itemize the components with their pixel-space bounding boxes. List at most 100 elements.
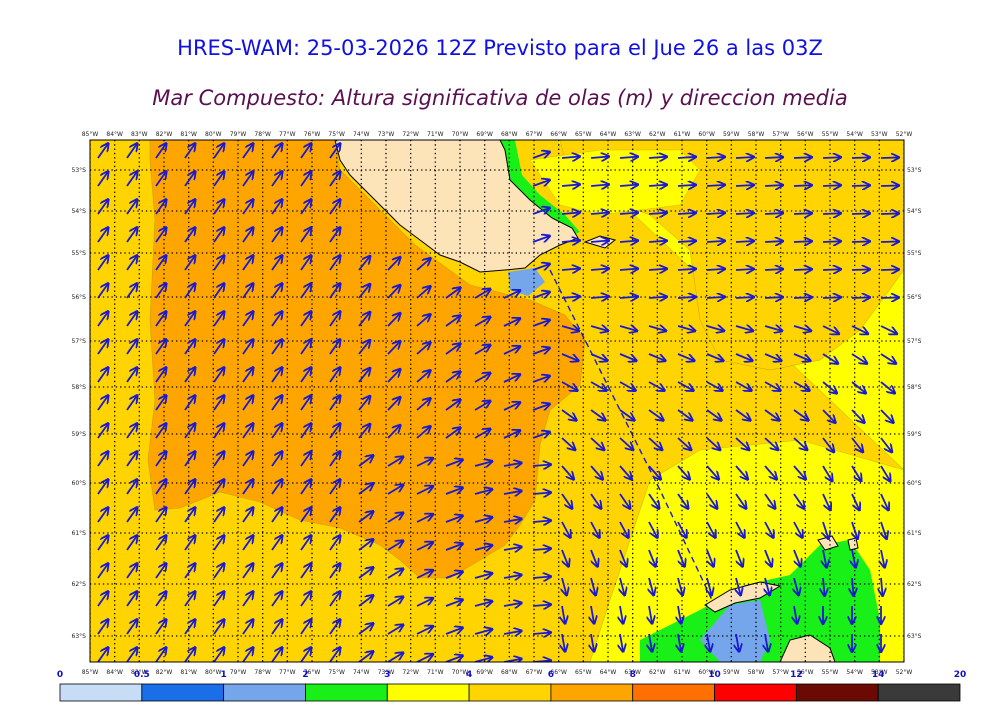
wave-direction-arrow — [184, 647, 195, 662]
wave-direction-arrow — [126, 535, 137, 551]
wave-direction-arrow — [416, 570, 433, 579]
lat-label: 62°S — [72, 581, 87, 588]
wave-direction-arrow — [648, 493, 659, 509]
wave-direction-arrow — [561, 184, 580, 186]
wave-direction-arrow — [184, 619, 195, 635]
latitude-labels-left: 53°S 54°S 55°S 56°S 57°S 58°S 59°S 60°S 61°S 62°S… — [72, 167, 87, 640]
wave-direction-arrow — [707, 577, 712, 595]
wave-direction-arrow — [880, 409, 894, 423]
wave-direction-arrow — [155, 507, 166, 523]
lat-label: 54°S — [907, 208, 922, 215]
wave-direction-arrow — [562, 633, 565, 652]
lon-label: 73°W — [378, 669, 395, 676]
wave-direction-arrow — [329, 255, 340, 271]
wave-direction-arrow — [126, 283, 137, 299]
wave-direction-arrow — [358, 368, 370, 383]
wave-direction-arrow — [242, 255, 253, 271]
wave-direction-arrow — [706, 326, 724, 331]
wave-direction-arrow — [706, 213, 725, 214]
wave-direction-arrow — [649, 577, 654, 595]
wave-direction-arrow — [503, 402, 520, 411]
wave-direction-arrow — [851, 241, 870, 242]
wave-direction-arrow — [242, 339, 253, 355]
lon-label: 64°W — [600, 669, 617, 676]
lon-label: 73°W — [378, 131, 395, 138]
wave-direction-arrow — [532, 492, 551, 494]
wave-direction-arrow — [416, 398, 431, 411]
wave-direction-arrow — [765, 577, 770, 595]
wave-direction-arrow — [619, 185, 638, 186]
wave-direction-arrow — [445, 315, 461, 327]
wave-direction-arrow — [387, 597, 403, 607]
wave-direction-arrow — [562, 605, 565, 624]
wave-direction-arrow — [358, 424, 370, 439]
colorbar-segment — [795, 683, 879, 702]
wave-direction-arrow — [184, 507, 195, 523]
lon-label: 74°W — [353, 669, 370, 676]
wave-direction-arrow — [271, 199, 282, 215]
lon-label: 79°W — [230, 669, 247, 676]
wave-direction-arrow — [300, 143, 311, 159]
wave-direction-arrow — [416, 314, 431, 327]
colorbar-tick: 1 — [221, 670, 227, 680]
wave-direction-arrow — [591, 605, 594, 624]
wave-direction-arrow — [793, 521, 803, 538]
wave-direction-arrow — [358, 256, 370, 271]
wave-direction-arrow — [387, 625, 403, 635]
colorbar-tick: 0.5 — [134, 670, 150, 680]
wave-direction-arrow — [706, 437, 720, 450]
wave-direction-arrow — [619, 493, 630, 509]
wave-direction-arrow — [619, 437, 633, 450]
wave-direction-arrow — [822, 465, 832, 481]
wave-direction-arrow — [880, 437, 892, 452]
wave-direction-arrow — [590, 521, 600, 538]
wave-direction-arrow — [358, 455, 373, 467]
wave-direction-arrow — [532, 604, 551, 606]
lon-label: 69°W — [476, 131, 493, 138]
wave-direction-arrow — [155, 479, 166, 495]
wave-direction-arrow — [678, 633, 681, 652]
lon-label: 55°W — [822, 669, 839, 676]
wave-direction-arrow — [271, 255, 282, 271]
wave-direction-arrow — [97, 535, 108, 551]
wave-direction-arrow — [300, 423, 311, 439]
wave-direction-arrow — [590, 185, 609, 186]
wave-direction-arrow — [242, 507, 253, 523]
wave-direction-arrow — [677, 241, 696, 242]
wave-direction-arrow — [677, 521, 687, 538]
wave-direction-arrow — [242, 619, 253, 635]
lat-label: 59°S — [72, 431, 87, 438]
wave-direction-arrow — [97, 507, 108, 523]
wave-direction-arrow — [793, 213, 812, 214]
wave-direction-arrow — [765, 633, 768, 652]
wave-direction-arrow — [648, 241, 667, 242]
wave-direction-arrow — [793, 549, 801, 567]
wave-direction-arrow — [852, 577, 854, 596]
wave-direction-arrow — [619, 326, 637, 331]
wave-direction-arrow — [706, 157, 725, 158]
lon-label: 78°W — [254, 669, 271, 676]
lon-label: 85°W — [82, 669, 99, 676]
field-6-8 — [147, 140, 586, 579]
wave-direction-arrow — [329, 479, 340, 495]
wave-direction-arrow — [677, 213, 696, 214]
lon-label: 60°W — [698, 131, 715, 138]
grid-lines — [90, 140, 904, 662]
wave-direction-arrow — [532, 236, 550, 242]
lat-label: 61°S — [907, 530, 922, 537]
wave-direction-arrow — [619, 549, 627, 567]
wave-direction-arrow — [271, 563, 282, 579]
wave-direction-arrow — [648, 549, 656, 567]
wave-direction-arrow — [126, 143, 137, 159]
wave-direction-arrow — [677, 493, 688, 509]
wave-direction-arrow — [503, 318, 520, 327]
wave-direction-arrow — [126, 171, 137, 187]
wave-direction-arrow — [561, 381, 578, 391]
colorbar-tick: 20 — [954, 670, 967, 680]
wave-direction-arrow — [387, 653, 403, 662]
wave-direction-arrow — [126, 451, 137, 467]
wave-direction-arrow — [445, 460, 463, 467]
wave-direction-arrow — [823, 549, 827, 568]
wave-direction-arrow — [271, 591, 282, 607]
